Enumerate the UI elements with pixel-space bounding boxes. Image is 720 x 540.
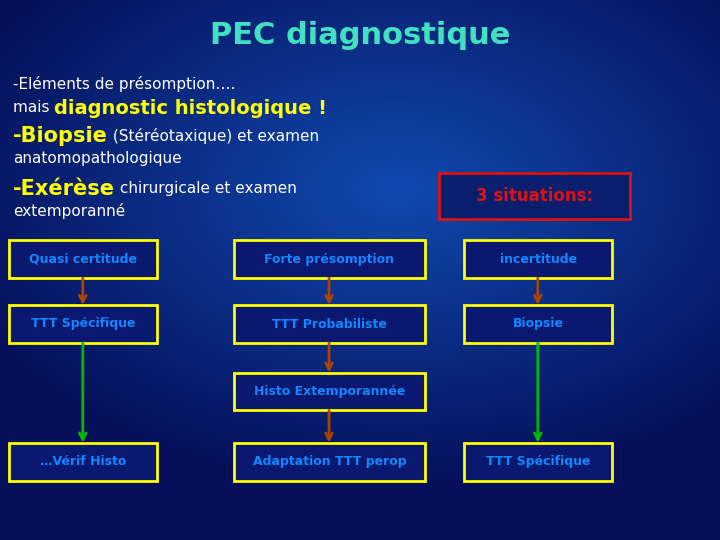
FancyBboxPatch shape	[464, 240, 612, 278]
FancyBboxPatch shape	[9, 240, 157, 278]
Text: anatomopathologique: anatomopathologique	[13, 151, 181, 166]
FancyBboxPatch shape	[439, 173, 630, 219]
Text: TTT Probabiliste: TTT Probabiliste	[272, 318, 387, 330]
FancyBboxPatch shape	[9, 443, 157, 481]
Text: incertitude: incertitude	[500, 253, 577, 266]
Text: Adaptation TTT perop: Adaptation TTT perop	[253, 455, 406, 468]
FancyBboxPatch shape	[234, 443, 425, 481]
Text: Biopsie: Biopsie	[513, 318, 564, 330]
Text: Forte présomption: Forte présomption	[264, 253, 395, 266]
Text: -Biopsie: -Biopsie	[13, 126, 108, 146]
Text: diagnostic histologique !: diagnostic histologique !	[54, 98, 328, 118]
FancyBboxPatch shape	[9, 305, 157, 343]
FancyBboxPatch shape	[234, 305, 425, 343]
FancyBboxPatch shape	[464, 305, 612, 343]
Text: -Eléments de présomption….: -Eléments de présomption….	[13, 76, 235, 92]
Text: mais: mais	[13, 100, 54, 116]
Text: PEC diagnostique: PEC diagnostique	[210, 21, 510, 50]
Text: extemporanné: extemporanné	[13, 202, 125, 219]
Text: TTT Spécifique: TTT Spécifique	[31, 318, 135, 330]
Text: …Vérif Histo: …Vérif Histo	[40, 455, 126, 468]
Text: (Stéréotaxique) et examen: (Stéréotaxique) et examen	[108, 128, 319, 144]
FancyBboxPatch shape	[234, 240, 425, 278]
Text: -Exérèse: -Exérèse	[13, 179, 115, 199]
FancyBboxPatch shape	[234, 373, 425, 410]
Text: Histo Extemporannée: Histo Extemporannée	[253, 385, 405, 398]
Text: chirurgicale et examen: chirurgicale et examen	[115, 181, 297, 197]
FancyBboxPatch shape	[464, 443, 612, 481]
Text: TTT Spécifique: TTT Spécifique	[486, 455, 590, 468]
Text: Quasi certitude: Quasi certitude	[30, 253, 138, 266]
Text: 3 situations:: 3 situations:	[476, 187, 593, 205]
